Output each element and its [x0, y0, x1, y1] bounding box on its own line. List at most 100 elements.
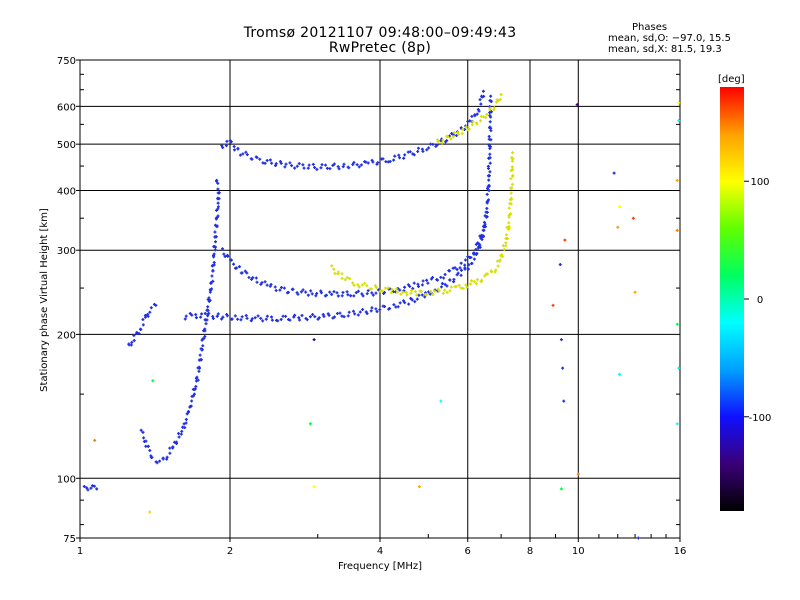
O-trace-point: [485, 200, 489, 204]
O-trace-point: [141, 323, 145, 327]
y-axis-label: Stationary phase Virtual Height [km]: [39, 208, 50, 392]
O-trace-point: [244, 314, 248, 318]
O-trace-point: [375, 162, 379, 166]
colorbar-unit-label: [deg]: [718, 74, 745, 85]
O-trace-point: [203, 311, 207, 315]
O-trace-point: [416, 285, 420, 289]
O-trace-point: [423, 295, 427, 299]
O-trace-point: [261, 319, 265, 323]
O-trace-point: [413, 300, 417, 304]
X-trace-point: [435, 138, 439, 142]
O-trace-point: [376, 161, 380, 165]
O-trace-point: [392, 158, 396, 162]
O-trace-point: [279, 285, 283, 289]
O-trace-point: [403, 153, 407, 157]
O-trace-point: [236, 146, 240, 150]
O-trace-point: [213, 230, 217, 234]
O-trace-point: [82, 484, 86, 488]
O-trace-point: [366, 161, 370, 165]
O-trace-point: [408, 150, 412, 154]
O-trace-point: [487, 189, 491, 193]
X-trace-point: [330, 264, 334, 268]
y-tick-label: 200: [57, 330, 76, 341]
X-trace-point: [348, 277, 352, 281]
O-trace-point: [412, 153, 416, 157]
O-trace-point: [308, 315, 312, 319]
colorbar-tick-label: 100: [750, 177, 769, 188]
X-trace-point: [472, 280, 476, 284]
X-trace-point: [410, 288, 414, 292]
O-trace-point: [141, 318, 145, 322]
O-trace-point: [190, 399, 194, 403]
O-trace-point: [361, 307, 365, 311]
O-trace-point: [299, 290, 303, 294]
O-trace-point: [254, 276, 258, 280]
O-trace-point: [374, 291, 378, 295]
O-trace-point: [180, 429, 184, 433]
O-trace-point: [139, 428, 143, 432]
O-trace-point: [421, 279, 425, 283]
O-trace-point: [207, 296, 211, 300]
X-trace-point: [386, 286, 390, 290]
X-trace-point: [449, 285, 453, 289]
O-trace-point: [488, 170, 492, 174]
X-trace-point: [500, 253, 504, 257]
X-trace-point: [480, 278, 484, 282]
O-trace-point: [398, 288, 402, 292]
O-trace-point: [86, 488, 90, 492]
X-trace-point: [507, 225, 511, 229]
O-trace-point: [427, 146, 431, 150]
O-trace-point: [206, 298, 210, 302]
X-trace-point: [449, 137, 453, 141]
O-trace-point: [481, 89, 485, 93]
scatter-point: [558, 263, 562, 267]
O-trace-point: [487, 183, 491, 187]
O-trace-point: [341, 165, 345, 169]
O-trace-point: [274, 164, 278, 168]
X-trace-point: [511, 151, 515, 155]
O-trace-point: [132, 333, 136, 337]
O-trace-point: [211, 317, 215, 321]
O-trace-point: [207, 311, 211, 315]
O-trace-point: [190, 313, 194, 317]
O-trace-point: [314, 294, 318, 298]
O-trace-point: [216, 191, 220, 195]
O-trace-point: [488, 125, 492, 129]
y-tick-label: 500: [57, 140, 76, 151]
X-trace-point: [509, 191, 513, 195]
O-trace-point: [221, 247, 225, 251]
X-trace-point: [493, 270, 497, 274]
O-trace-point: [472, 251, 476, 255]
O-trace-point: [337, 167, 341, 171]
O-trace-point: [397, 153, 401, 157]
O-trace-point: [439, 285, 443, 289]
scatter-point: [677, 119, 681, 123]
O-trace-point: [319, 289, 323, 293]
scatter-point: [93, 438, 97, 442]
O-trace-point: [474, 248, 478, 252]
scatter-point: [308, 422, 312, 426]
O-trace-point: [412, 281, 416, 285]
O-trace-point: [245, 316, 249, 320]
O-trace-point: [201, 337, 205, 341]
X-trace-point: [510, 182, 514, 186]
O-trace-point: [216, 201, 220, 205]
O-trace-point: [450, 131, 454, 135]
O-trace-point: [146, 312, 150, 316]
O-trace-point: [296, 292, 300, 296]
O-trace-point: [284, 162, 288, 166]
O-trace-point: [375, 310, 379, 314]
X-trace-point: [460, 132, 464, 136]
O-trace-point: [171, 446, 175, 450]
O-trace-point: [270, 318, 274, 322]
O-trace-point: [425, 148, 429, 152]
O-trace-point: [225, 314, 229, 318]
O-trace-point: [403, 301, 407, 305]
O-trace-point: [216, 214, 220, 218]
O-trace-point: [199, 315, 203, 319]
O-trace-point: [452, 277, 456, 281]
O-trace-point: [146, 444, 150, 448]
O-trace-point: [359, 163, 363, 167]
X-trace-point: [345, 276, 349, 280]
O-trace-point: [255, 155, 259, 159]
